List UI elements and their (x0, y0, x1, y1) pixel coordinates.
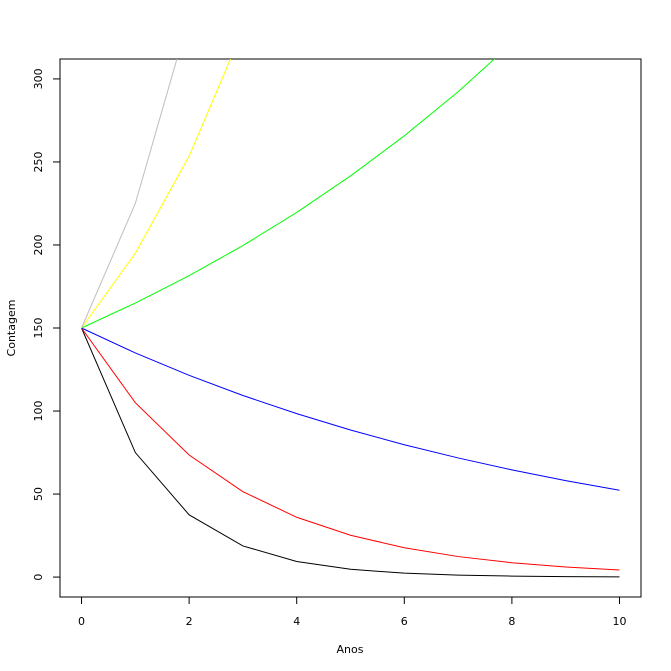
x-tick-label: 6 (401, 615, 408, 628)
x-tick-label: 0 (78, 615, 85, 628)
series-line (81, 59, 178, 329)
series-line (81, 327, 620, 571)
series-line (81, 327, 620, 491)
x-tick-label: 2 (186, 615, 193, 628)
y-tick-label: 200 (32, 234, 45, 255)
y-tick-label: 0 (32, 574, 45, 581)
series-line (81, 59, 232, 329)
plot-frame (59, 58, 642, 598)
x-axis-label: Anos (337, 643, 364, 656)
x-tick-label: 4 (293, 615, 300, 628)
y-tick-label: 100 (32, 401, 45, 422)
series-line (81, 327, 620, 578)
y-tick-label: 250 (32, 151, 45, 172)
y-tick-label: 50 (32, 487, 45, 501)
lines (81, 59, 620, 578)
x-tick-label: 8 (508, 615, 515, 628)
y-tick-label: 150 (32, 318, 45, 339)
x-tick-label: 10 (612, 615, 626, 628)
series-line (81, 59, 496, 329)
y-tick-label: 300 (32, 68, 45, 89)
y-axis-label: Contagem (5, 300, 18, 357)
